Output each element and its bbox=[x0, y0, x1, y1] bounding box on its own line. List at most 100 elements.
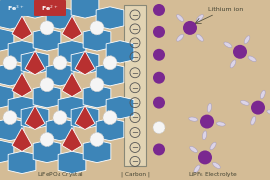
Polygon shape bbox=[0, 64, 24, 86]
Polygon shape bbox=[12, 128, 32, 151]
Ellipse shape bbox=[251, 116, 256, 125]
Polygon shape bbox=[106, 96, 134, 119]
Text: LiFePO$_4$ Crystal: LiFePO$_4$ Crystal bbox=[37, 170, 83, 179]
Circle shape bbox=[233, 45, 247, 59]
Circle shape bbox=[53, 111, 67, 125]
Circle shape bbox=[153, 143, 165, 156]
Circle shape bbox=[198, 150, 212, 164]
Polygon shape bbox=[106, 41, 134, 63]
Ellipse shape bbox=[267, 110, 270, 115]
Text: Lithium ion: Lithium ion bbox=[208, 7, 244, 12]
Polygon shape bbox=[58, 41, 86, 63]
Polygon shape bbox=[96, 7, 124, 29]
Ellipse shape bbox=[210, 142, 216, 150]
Polygon shape bbox=[75, 106, 95, 130]
Polygon shape bbox=[58, 96, 86, 119]
Circle shape bbox=[103, 111, 117, 125]
FancyBboxPatch shape bbox=[34, 0, 66, 16]
Polygon shape bbox=[46, 118, 74, 141]
Polygon shape bbox=[75, 51, 95, 75]
Circle shape bbox=[3, 111, 17, 125]
Circle shape bbox=[153, 72, 165, 84]
Polygon shape bbox=[58, 151, 86, 174]
Polygon shape bbox=[21, 106, 49, 129]
Polygon shape bbox=[21, 52, 49, 74]
Polygon shape bbox=[0, 7, 24, 29]
Circle shape bbox=[200, 115, 214, 129]
Circle shape bbox=[153, 4, 165, 16]
Circle shape bbox=[3, 56, 17, 70]
Text: −: − bbox=[131, 99, 139, 108]
Ellipse shape bbox=[212, 162, 220, 168]
Ellipse shape bbox=[202, 131, 207, 140]
Circle shape bbox=[103, 56, 117, 70]
Ellipse shape bbox=[177, 15, 184, 21]
Polygon shape bbox=[25, 106, 45, 130]
Circle shape bbox=[90, 132, 104, 147]
Text: −: − bbox=[131, 114, 139, 123]
Bar bbox=[124, 5, 146, 166]
Polygon shape bbox=[96, 118, 124, 141]
Polygon shape bbox=[71, 106, 99, 129]
Text: −: − bbox=[131, 39, 139, 48]
Ellipse shape bbox=[207, 103, 212, 112]
Polygon shape bbox=[83, 140, 111, 163]
FancyBboxPatch shape bbox=[0, 0, 32, 16]
Polygon shape bbox=[62, 73, 82, 97]
Polygon shape bbox=[33, 140, 61, 163]
Polygon shape bbox=[71, 52, 99, 74]
Ellipse shape bbox=[230, 60, 236, 68]
Text: −: − bbox=[131, 69, 139, 78]
Text: LiPF$_6$ Electrolyte: LiPF$_6$ Electrolyte bbox=[188, 170, 238, 179]
Polygon shape bbox=[83, 86, 111, 108]
Text: −: − bbox=[131, 11, 139, 20]
Circle shape bbox=[153, 26, 165, 38]
Circle shape bbox=[40, 132, 54, 147]
Circle shape bbox=[53, 56, 67, 70]
Circle shape bbox=[153, 49, 165, 61]
Ellipse shape bbox=[248, 56, 256, 62]
Polygon shape bbox=[8, 41, 36, 63]
Polygon shape bbox=[71, 0, 99, 18]
Ellipse shape bbox=[241, 100, 249, 105]
Polygon shape bbox=[0, 86, 14, 108]
Circle shape bbox=[153, 97, 165, 109]
Text: −: − bbox=[131, 129, 139, 138]
Text: Fe$^{2+}$: Fe$^{2+}$ bbox=[41, 3, 59, 13]
Text: −: − bbox=[131, 84, 139, 93]
Ellipse shape bbox=[189, 117, 198, 121]
Ellipse shape bbox=[190, 146, 197, 152]
Polygon shape bbox=[62, 128, 82, 151]
Ellipse shape bbox=[177, 34, 184, 41]
Text: −: − bbox=[131, 25, 139, 34]
Polygon shape bbox=[8, 96, 36, 119]
Text: −: − bbox=[131, 143, 139, 152]
Ellipse shape bbox=[194, 165, 200, 173]
Text: Fe$^{3+}$: Fe$^{3+}$ bbox=[7, 3, 25, 13]
Polygon shape bbox=[46, 7, 74, 29]
Polygon shape bbox=[25, 51, 45, 75]
Polygon shape bbox=[21, 0, 49, 18]
Polygon shape bbox=[62, 16, 82, 40]
Text: −: − bbox=[131, 158, 139, 166]
Polygon shape bbox=[0, 140, 14, 163]
Ellipse shape bbox=[216, 122, 225, 126]
Text: −: − bbox=[131, 53, 139, 62]
Circle shape bbox=[183, 21, 197, 35]
Polygon shape bbox=[12, 16, 32, 40]
Ellipse shape bbox=[196, 15, 203, 21]
Polygon shape bbox=[33, 29, 61, 51]
Circle shape bbox=[40, 78, 54, 92]
Circle shape bbox=[90, 21, 104, 35]
Circle shape bbox=[153, 122, 165, 134]
Circle shape bbox=[251, 101, 265, 115]
Ellipse shape bbox=[260, 90, 265, 99]
Polygon shape bbox=[83, 29, 111, 51]
Ellipse shape bbox=[244, 36, 250, 44]
Polygon shape bbox=[46, 64, 74, 86]
Polygon shape bbox=[96, 64, 124, 86]
Ellipse shape bbox=[196, 34, 203, 41]
Polygon shape bbox=[0, 29, 14, 51]
Circle shape bbox=[90, 78, 104, 92]
Polygon shape bbox=[33, 86, 61, 108]
